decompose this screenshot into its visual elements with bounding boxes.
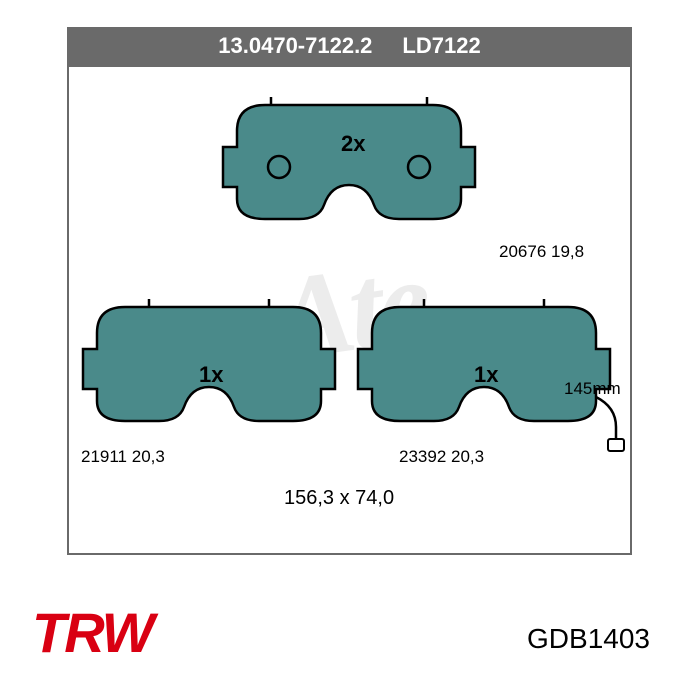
header-code-2: LD7122: [402, 33, 480, 59]
pad-dimensions: 156,3 x 74,0: [284, 487, 394, 510]
diagram-frame: Ate 2x 20676 19,8 1x 21911 20,3 1x: [67, 65, 632, 555]
part-number: GDB1403: [527, 623, 650, 655]
brake-pad-top: [219, 95, 479, 230]
header-bar: 13.0470-7122.2 LD7122: [67, 27, 632, 65]
spec-br: 23392 20,3: [399, 447, 484, 467]
qty-bl: 1x: [199, 362, 223, 388]
qty-br: 1x: [474, 362, 498, 388]
qty-top: 2x: [341, 131, 365, 157]
brake-pad-bottom-right: [354, 297, 644, 452]
wire-length: 145mm: [564, 379, 621, 399]
spec-bl: 21911 20,3: [81, 447, 165, 467]
brand-logo: TRW: [32, 600, 153, 665]
spec-top: 20676 19,8: [499, 242, 584, 262]
header-code-1: 13.0470-7122.2: [218, 33, 372, 59]
